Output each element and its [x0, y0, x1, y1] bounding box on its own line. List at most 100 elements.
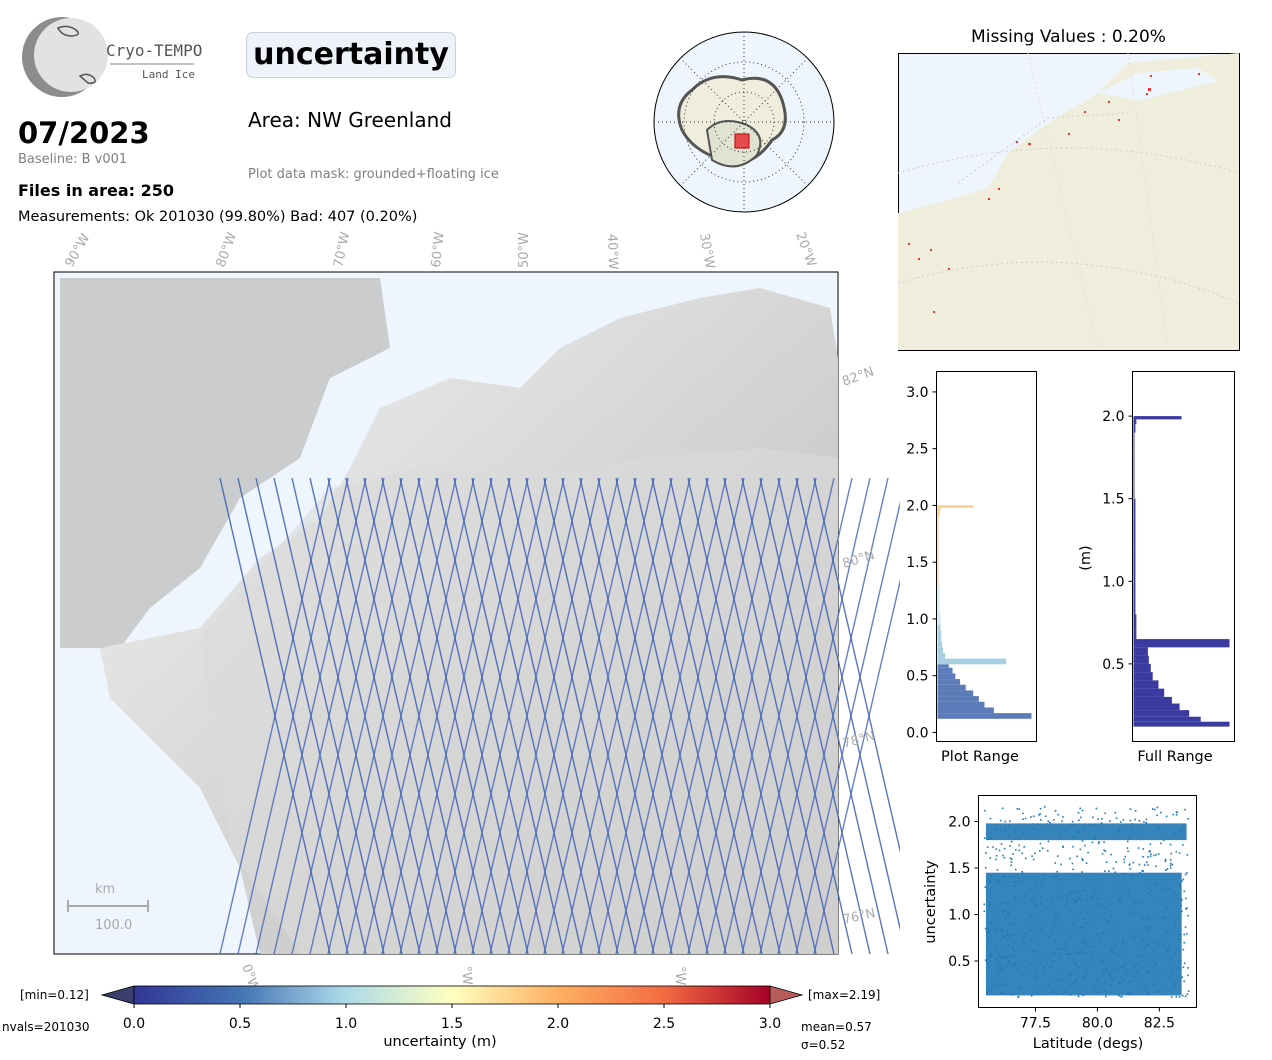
scale-unit: km: [95, 882, 115, 897]
plot-range-xlabel: Plot Range: [941, 749, 1019, 765]
scatter-point: [1095, 991, 1097, 994]
scatter-point: [1146, 927, 1149, 929]
scatter-point: [1104, 995, 1107, 998]
histogram-bar: [1133, 482, 1135, 499]
scatter-point: [1072, 868, 1074, 871]
scatter-point: [998, 849, 1001, 852]
main-map: km 100.0 90°W 80°W 70°W 60°W 50°W 40°W 3…: [53, 230, 900, 993]
scatter-xtick: 82.5: [1144, 1016, 1175, 1032]
scatter-point: [987, 937, 990, 939]
scatter-point: [1115, 861, 1118, 863]
scatter-ytick: 1.0: [948, 908, 970, 924]
scatter-point: [1090, 925, 1093, 927]
scatter-point: [1103, 912, 1106, 914]
scatter-point: [1089, 960, 1092, 963]
scatter-point: [1164, 971, 1167, 974]
histogram-bar: [937, 667, 953, 674]
scatter-point: [1156, 882, 1159, 885]
scatter-point: [1113, 968, 1116, 971]
scatter-point: [1061, 979, 1064, 981]
scatter-point: [1179, 960, 1182, 962]
scatter-point: [1102, 971, 1105, 973]
scatter-point: [1183, 890, 1186, 893]
scatter-point: [1030, 816, 1032, 818]
histogram-bar: [1133, 432, 1135, 450]
scatter-point: [1090, 950, 1092, 953]
scatter-point: [1044, 957, 1046, 959]
scatter-point: [984, 809, 986, 812]
scatter-point: [1162, 915, 1165, 917]
scatter-point: [1008, 911, 1010, 914]
scatter-point: [1046, 850, 1049, 852]
scatter-point: [1110, 949, 1113, 952]
scatter-point: [1016, 807, 1019, 810]
scatter-point: [989, 953, 992, 956]
scatter-point: [1012, 853, 1014, 855]
scatter-point: [1031, 823, 1034, 825]
scatter-point: [1001, 956, 1003, 958]
scatter-point: [1085, 986, 1087, 989]
scatter-point: [1051, 991, 1054, 993]
scatter-point: [983, 837, 986, 839]
scatter-point: [1153, 854, 1155, 857]
scatter-point: [1184, 995, 1187, 997]
scatter-point: [984, 959, 987, 961]
scatter-point: [990, 922, 993, 924]
scatter-point: [1152, 915, 1155, 918]
scatter-point: [1182, 833, 1185, 836]
scatter-point: [1095, 933, 1098, 935]
scatter-point: [1013, 885, 1016, 888]
scatter-point: [1181, 910, 1183, 913]
scatter-point: [1012, 939, 1014, 942]
scatter-point: [1001, 992, 1004, 994]
scatter-point: [1010, 861, 1013, 863]
scatter-point: [1169, 867, 1172, 869]
scatter-point: [1113, 920, 1116, 923]
scatter-point: [1065, 944, 1067, 947]
scatter-point: [1003, 955, 1005, 958]
scatter-point: [988, 904, 991, 907]
scatter-point: [1101, 818, 1103, 820]
scatter-point: [1054, 862, 1057, 864]
scatter-point: [1006, 930, 1009, 932]
histogram-bar: [937, 573, 939, 585]
scatter-point: [1059, 947, 1062, 950]
scatter-point: [1098, 841, 1100, 843]
scatter-point: [1056, 870, 1058, 873]
scatter-point: [1134, 818, 1136, 821]
scatter-point: [1097, 991, 1100, 994]
scatter-point: [1098, 940, 1101, 942]
scatter-point: [1020, 963, 1023, 966]
scatter-point: [1018, 838, 1020, 841]
scatter-point: [1065, 942, 1067, 944]
scatter-point: [1186, 854, 1189, 856]
scatter-point: [1083, 940, 1086, 942]
scatter-point: [1046, 823, 1048, 825]
scatter-point: [1005, 984, 1007, 986]
scatter-point: [1047, 906, 1049, 908]
scatter-point: [995, 848, 998, 851]
scatter-point: [1031, 949, 1034, 951]
scatter-point: [1002, 911, 1004, 913]
scatter-ytick: 2.0: [948, 815, 970, 831]
scatter-point: [1048, 992, 1050, 994]
scatter-point: [1137, 874, 1139, 876]
sigma-label: σ=0.52: [801, 1038, 846, 1052]
scatter-point: [1173, 892, 1176, 895]
scatter-point: [1127, 850, 1129, 853]
mask-label: Plot data mask: grounded+floating ice: [248, 167, 499, 182]
scatter-point: [1021, 852, 1024, 855]
satellite-tracks: [219, 477, 900, 955]
scatter-point: [993, 917, 995, 920]
scatter-point: [1039, 813, 1041, 815]
scatter-point: [989, 880, 991, 882]
scatter-point: [1040, 987, 1043, 990]
scatter-point: [1145, 821, 1147, 824]
scatter-point: [1178, 995, 1181, 998]
scatter-point: [1128, 863, 1131, 865]
scatter-point: [1166, 868, 1169, 870]
scatter-point: [1161, 917, 1164, 919]
full-range-xlabel: Full Range: [1137, 749, 1212, 765]
scatter-point: [1011, 947, 1014, 949]
histogram-bar: [1133, 688, 1165, 697]
